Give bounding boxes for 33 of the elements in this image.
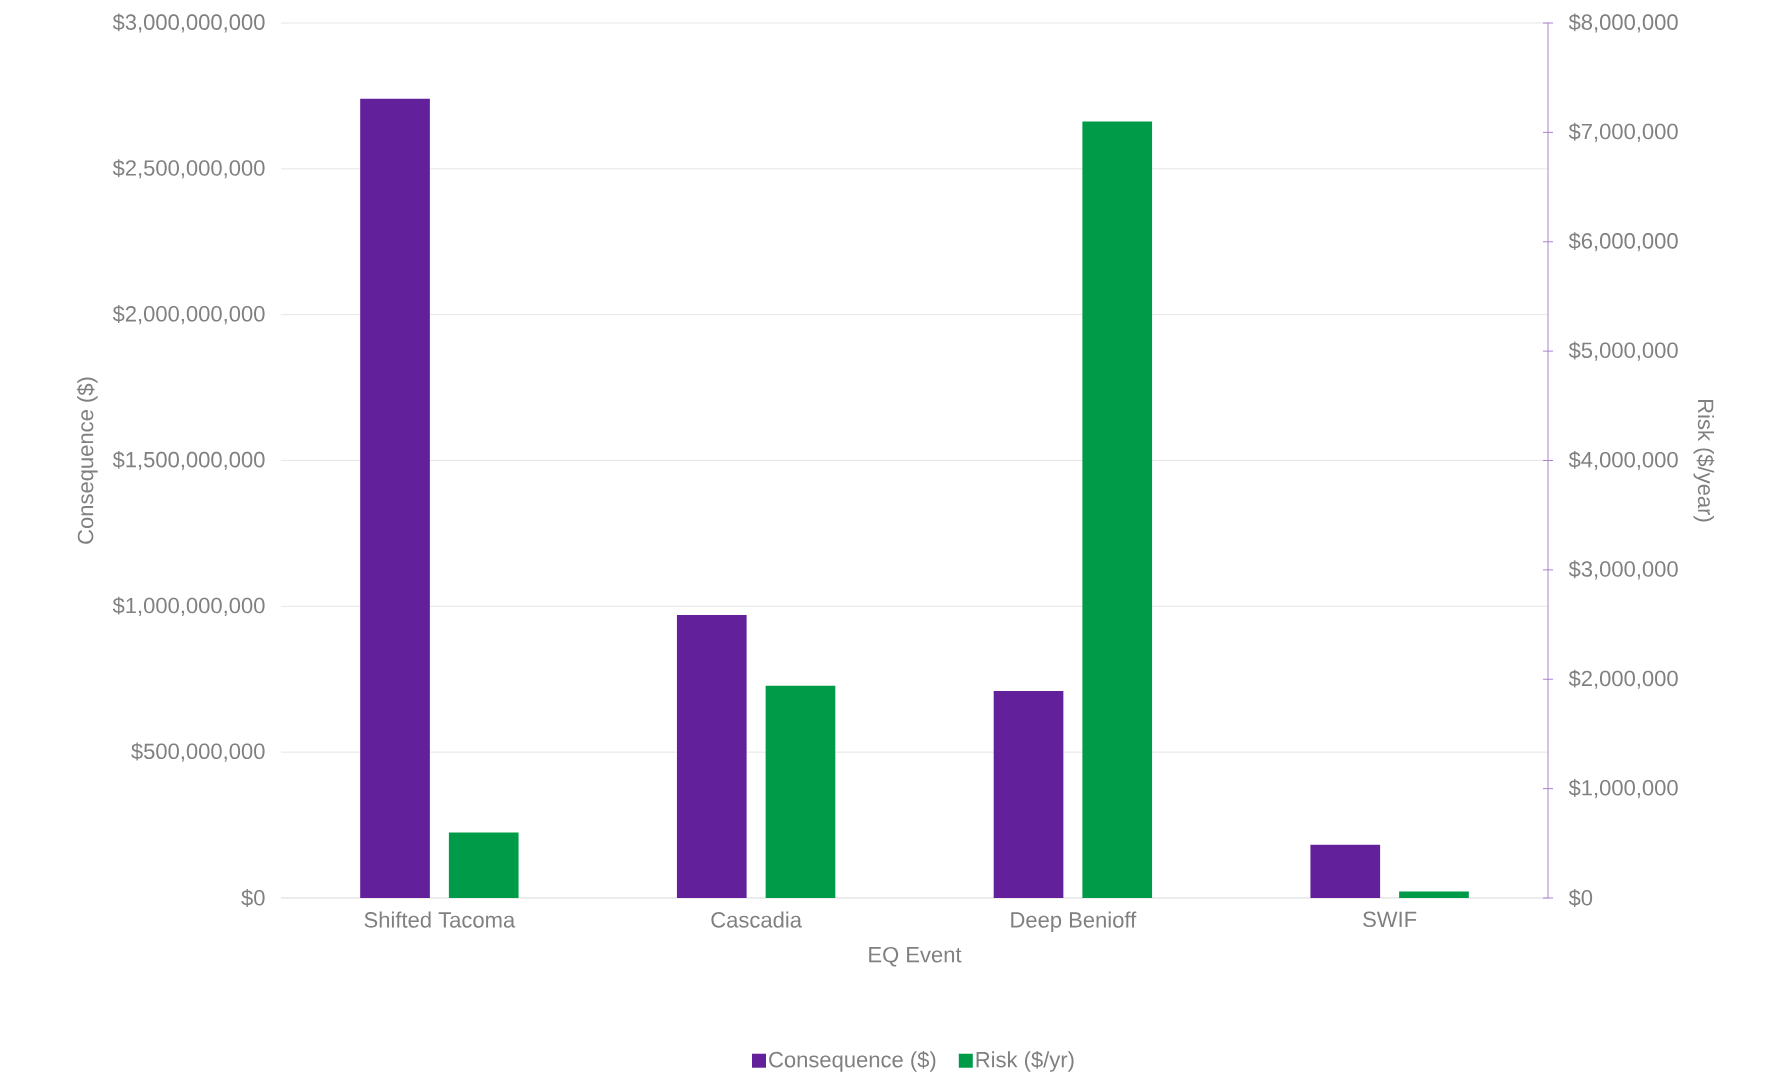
bar	[1399, 891, 1469, 898]
y2-tick-label: $8,000,000	[1568, 13, 1678, 33]
x-axis-title: EQ Event	[869, 946, 962, 967]
y2-tick-label: $3,000,000	[1568, 560, 1678, 580]
bar	[993, 690, 1064, 898]
y2-tick-label: $1,000,000	[1568, 779, 1678, 799]
y-tick-label: $1,500,000,000	[112, 450, 265, 471]
y2-tick-label: $4,000,000	[1568, 450, 1678, 471]
y-tick-label: $500,000,000	[131, 742, 265, 762]
y2-axis-title: Risk ($/year)	[1693, 399, 1715, 522]
bar	[765, 685, 836, 898]
y-tick-label: $2,000,000,000	[112, 305, 265, 325]
y2-tick-label: $2,000,000	[1568, 669, 1678, 689]
y-tick-label: $2,500,000,000	[112, 159, 265, 179]
legend-label: Consequence ($)	[769, 1050, 936, 1072]
x-tick-label: SWIF	[1363, 911, 1417, 928]
y2-tick-label: $0	[1568, 889, 1593, 907]
legend-label: Risk ($/yr)	[976, 1050, 1074, 1072]
x-tick-label: Cascadia	[711, 911, 802, 928]
y-tick-label: $3,000,000,000	[112, 13, 265, 33]
y-tick-label: $0	[241, 889, 265, 907]
y-axis-title: Consequence ($)	[76, 377, 98, 544]
bar	[1310, 844, 1381, 898]
bar	[360, 98, 430, 898]
bar	[448, 832, 519, 898]
y2-tick-label: $6,000,000	[1568, 232, 1678, 252]
y2-tick-label: $5,000,000	[1568, 341, 1678, 361]
bar	[1082, 121, 1153, 898]
bar	[676, 615, 747, 898]
x-tick-label: Shifted Tacoma	[364, 911, 516, 928]
y-tick-label: $1,000,000,000	[112, 596, 265, 616]
x-tick-label: Deep Benioff	[1011, 911, 1137, 933]
y2-tick-label: $7,000,000	[1568, 122, 1678, 142]
